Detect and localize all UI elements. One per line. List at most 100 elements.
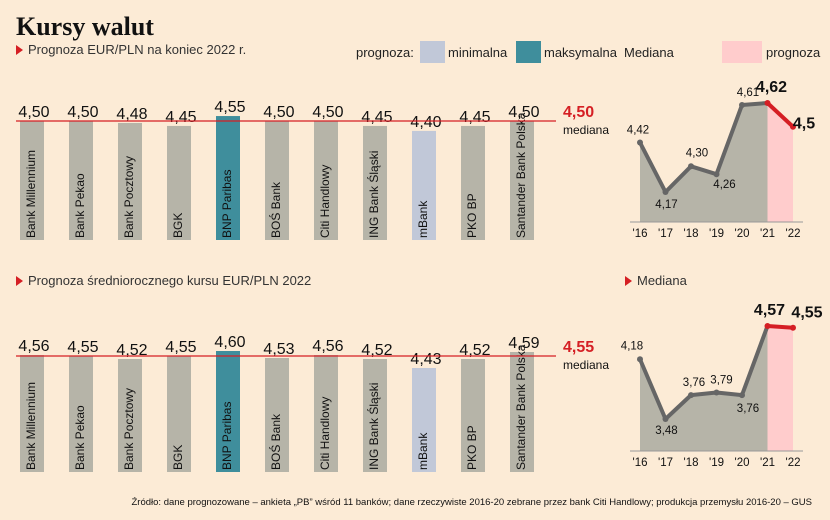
bar-value-label-0-1: 4,50 <box>67 104 98 121</box>
legend-min-label: minimalna <box>448 45 508 60</box>
point-label-3-4: 3,76 <box>737 403 759 415</box>
point-label-1-0: 4,42 <box>627 125 649 137</box>
x-tick-1-3: '19 <box>709 228 724 240</box>
triangle-icon <box>625 276 632 286</box>
category-label-2-8: mBank <box>416 432 430 470</box>
legend-max-label: maksymalna <box>544 45 617 60</box>
chart4-title: Mediana <box>637 273 687 288</box>
bar-0-7 <box>363 125 387 240</box>
category-label-0-8: mBank <box>416 200 430 238</box>
source-note: Źródło: dane prognozowane – ankieta „PB”… <box>131 497 813 508</box>
point-label-3-6: 4,55 <box>791 305 822 322</box>
point-3-2 <box>688 392 694 399</box>
category-label-2-6: Citi Handlowy <box>318 397 332 470</box>
category-label-2-7: ING Bank Śląski <box>366 383 381 470</box>
bar-0-4 <box>216 116 240 240</box>
x-tick-1-2: '18 <box>684 228 699 240</box>
bar-value-label-0-10: 4,50 <box>508 104 539 121</box>
legend-swatch-max <box>516 41 541 63</box>
legend-swatch-forecast <box>722 41 762 63</box>
x-tick-1-0: '16 <box>633 228 648 240</box>
area-forecast-1 <box>767 103 793 222</box>
legend: prognoza: minimalna maksymalna Mediana p… <box>356 41 830 63</box>
bar-2-1 <box>69 356 93 472</box>
bar-value-label-2-8: 4,43 <box>410 351 441 368</box>
bar-0-0 <box>20 121 44 240</box>
category-label-2-2: Bank Pocztowy <box>122 388 136 470</box>
bar-value-label-0-5: 4,50 <box>263 104 294 121</box>
chart4-subtitle: Mediana <box>625 273 687 288</box>
point-3-4 <box>739 392 745 399</box>
bar-0-8 <box>412 130 436 240</box>
category-label-0-10: Santander Bank Polska <box>514 112 528 238</box>
median-value-label-2: 4,55 <box>563 339 594 356</box>
triangle-icon <box>16 45 23 55</box>
x-tick-1-4: '20 <box>735 228 750 240</box>
category-label-0-7: ING Bank Śląski <box>366 151 381 238</box>
point-3-6 <box>790 324 796 331</box>
bar-value-label-0-0: 4,50 <box>18 104 49 121</box>
line-forecast-3 <box>767 324 794 330</box>
bar-0-2 <box>118 122 142 240</box>
category-label-0-9: PKO BP <box>465 193 479 238</box>
chart3-title: Prognoza średniorocznego kursu EUR/PLN 2… <box>28 273 312 288</box>
x-tick-3-3: '19 <box>709 457 724 469</box>
bar-0-9 <box>461 125 485 240</box>
x-tick-1-5: '21 <box>760 228 775 240</box>
category-label-0-4: BNP Paribas <box>220 170 234 238</box>
category-label-0-1: Bank Pekao <box>73 173 87 238</box>
point-label-1-4: 4,61 <box>737 87 759 99</box>
legend-swatch-min <box>420 41 445 63</box>
category-label-0-6: Citi Handlowy <box>318 165 332 238</box>
bar-0-3 <box>167 125 191 240</box>
point-label-1-3: 4,26 <box>713 179 735 191</box>
bar-value-label-0-3: 4,45 <box>165 109 196 126</box>
bar-value-label-0-8: 4,40 <box>410 114 441 131</box>
category-label-2-10: Santander Bank Polska <box>514 344 528 470</box>
bar-value-label-2-1: 4,55 <box>67 339 98 356</box>
x-tick-3-6: '22 <box>786 457 801 469</box>
category-label-0-3: BGK <box>171 213 185 238</box>
line-actual-1 <box>638 101 768 194</box>
bar-2-8 <box>412 368 436 472</box>
median-value-label-0: 4,50 <box>563 104 594 121</box>
bar-value-label-2-5: 4,53 <box>263 341 294 358</box>
point-1-3 <box>713 171 720 178</box>
point-3-0 <box>637 356 643 363</box>
category-label-2-1: Bank Pekao <box>73 405 87 470</box>
page-title: Kursy walut <box>16 12 154 41</box>
bar-0-1 <box>69 121 93 240</box>
bar-2-5 <box>265 358 289 472</box>
point-3-5 <box>764 323 771 329</box>
bar-value-label-2-10: 4,59 <box>508 335 539 352</box>
legend-forecast-label: prognoza <box>766 45 821 60</box>
category-label-0-2: Bank Pocztowy <box>122 156 136 238</box>
bar-value-label-2-2: 4,52 <box>116 342 147 359</box>
point-label-3-5: 4,57 <box>754 302 785 319</box>
bar-value-label-2-7: 4,52 <box>361 342 392 359</box>
line-actual-3 <box>638 325 770 421</box>
bar-value-label-2-6: 4,56 <box>312 338 343 355</box>
point-label-3-1: 3,48 <box>655 425 677 437</box>
point-1-6 <box>790 123 796 130</box>
point-3-3 <box>713 389 720 396</box>
line-forecast-1 <box>766 101 795 129</box>
category-label-0-0: Bank Millennium <box>24 150 38 238</box>
point-label-1-5: 4,62 <box>756 79 787 96</box>
bar-value-label-0-6: 4,50 <box>312 104 343 121</box>
point-label-1-2: 4,30 <box>686 147 708 159</box>
category-label-2-0: Bank Millennium <box>24 382 38 470</box>
x-tick-3-4: '20 <box>735 457 750 469</box>
median-text-2: mediana <box>563 358 609 372</box>
category-label-2-9: PKO BP <box>465 425 479 470</box>
point-label-1-6: 4,5 <box>793 116 815 133</box>
bar-value-label-2-3: 4,55 <box>165 339 196 356</box>
legend-prognoza-label: prognoza: <box>356 45 414 60</box>
point-label-3-0: 4,18 <box>621 340 643 352</box>
bar-0-10 <box>510 121 534 240</box>
bar-2-10 <box>510 352 534 472</box>
area-forecast-3 <box>767 326 793 451</box>
bar-value-label-0-2: 4,48 <box>116 106 147 123</box>
point-label-3-2: 3,76 <box>683 377 705 389</box>
triangle-icon <box>16 276 23 286</box>
